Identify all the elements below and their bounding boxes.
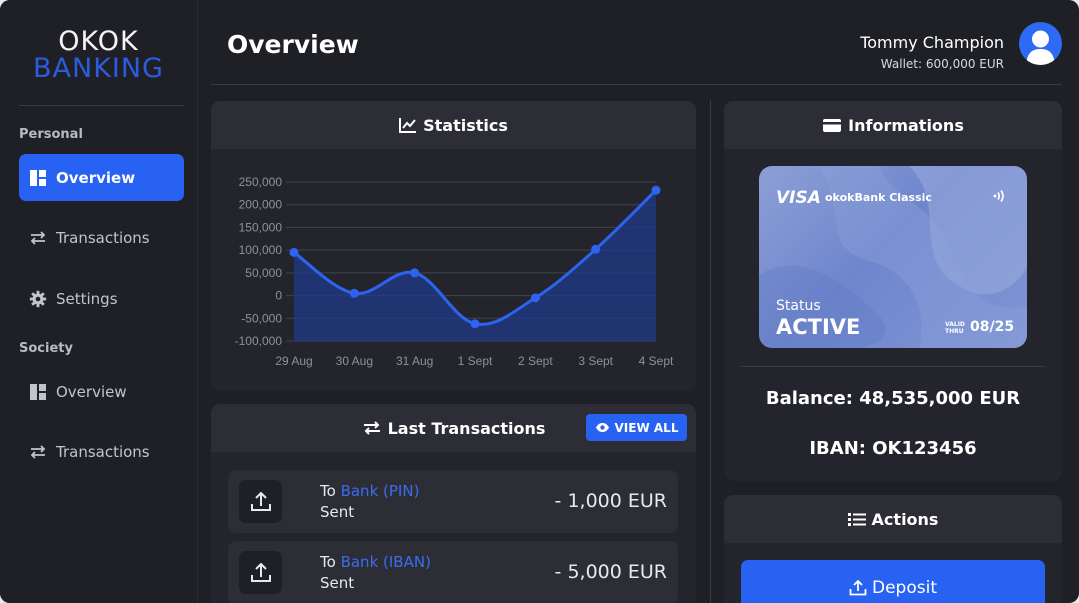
card-product: okokBank Classic	[825, 191, 932, 204]
informations-title: Informations	[848, 115, 964, 135]
actions-panel: Actions Deposit	[724, 495, 1062, 603]
avatar[interactable]	[1019, 22, 1062, 65]
sidebar-item-label: Transactions	[56, 228, 150, 247]
statistics-chart: 250,000 200,000 150,000 100,000 50,000 0 -50,0…	[235, 175, 674, 368]
header-divider	[211, 84, 1062, 85]
sidebar-item-label: Transactions	[56, 442, 150, 461]
sidebar-divider	[19, 105, 184, 106]
x-tick-label: 4 Sept	[639, 354, 674, 368]
transfer-icon	[29, 443, 47, 461]
transaction-row[interactable]: To Bank (IBAN) Sent - 5,000 EUR	[228, 541, 678, 603]
actions-header: Actions	[724, 495, 1062, 543]
dashboard-icon	[29, 383, 47, 401]
contactless-icon	[993, 190, 1004, 202]
chart-line-icon	[399, 118, 417, 133]
card-network: VISA	[776, 188, 821, 208]
transaction-amount: - 1,000 EUR	[554, 490, 667, 512]
eye-icon	[595, 423, 609, 432]
user-name: Tommy Champion	[860, 33, 1004, 52]
brand-logo-line2: BANKING	[33, 53, 164, 84]
informations-header: Informations	[724, 101, 1062, 149]
section-label-personal: Personal	[19, 127, 83, 142]
y-tick-label: 0	[275, 289, 282, 303]
transaction-status: Sent	[320, 574, 355, 592]
credit-card-icon	[823, 118, 842, 132]
card-expiry: 08/25	[970, 319, 1015, 335]
data-point	[289, 247, 299, 257]
statistics-title: Statistics	[423, 115, 508, 135]
transfer-icon	[363, 421, 380, 435]
informations-panel: Informations VISA okokBank Classic Statu…	[724, 101, 1062, 481]
upload-icon	[239, 480, 282, 523]
view-all-label: VIEW ALL	[614, 420, 679, 435]
last-transactions-panel: Last Transactions VIEW ALL To Bank (PIN)…	[211, 404, 696, 603]
bank-card[interactable]: VISA okokBank Classic Status ACTIVE VALI…	[759, 166, 1027, 348]
wallet-balance: Wallet: 600,000 EUR	[880, 57, 1004, 71]
data-point	[530, 293, 540, 303]
transaction-bank: Bank (PIN)	[340, 482, 420, 500]
statistics-header: Statistics	[211, 101, 696, 149]
deposit-button[interactable]: Deposit	[741, 560, 1045, 603]
y-tick-label: -100,000	[235, 334, 283, 348]
card-status-value: ACTIVE	[776, 315, 861, 339]
upload-icon	[849, 579, 867, 596]
actions-title: Actions	[871, 509, 939, 529]
x-tick-label: 30 Aug	[336, 354, 373, 368]
y-tick-label: 50,000	[245, 266, 282, 280]
x-tick-label: 1 Sept	[458, 354, 493, 368]
list-icon	[847, 512, 866, 526]
sidebar-item-transactions[interactable]: Transactions	[19, 214, 184, 261]
sidebar-item-settings[interactable]: Settings	[19, 275, 184, 322]
user-icon	[1026, 30, 1055, 65]
sidebar-item-society-overview[interactable]: Overview	[19, 368, 184, 415]
transaction-status: Sent	[320, 503, 355, 521]
account-balance: Balance: 48,535,000 EUR	[765, 388, 1021, 409]
account-iban: IBAN: OK123456	[809, 438, 977, 459]
transaction-bank: Bank (IBAN)	[340, 553, 431, 571]
informations-divider	[741, 366, 1045, 367]
view-all-button[interactable]: VIEW ALL	[586, 414, 687, 441]
x-tick-label: 31 Aug	[396, 354, 433, 368]
data-point	[651, 185, 661, 195]
column-divider	[710, 100, 711, 603]
transfer-icon	[29, 229, 47, 247]
transactions-title: Last Transactions	[387, 418, 546, 438]
brand-logo-line1: OKOK	[58, 26, 139, 57]
page-title: Overview	[227, 30, 359, 59]
sidebar-item-label: Overview	[56, 168, 136, 187]
transaction-recipient: To Bank (PIN)	[320, 482, 420, 500]
sidebar-item-label: Overview	[56, 382, 127, 401]
x-tick-label: 3 Sept	[578, 354, 613, 368]
upload-icon	[239, 551, 282, 594]
data-point	[591, 244, 601, 254]
sidebar-item-society-transactions[interactable]: Transactions	[19, 428, 184, 475]
section-label-society: Society	[19, 341, 73, 356]
card-background-pattern	[759, 166, 1027, 348]
statistics-panel: Statistics 250,000 200,000 150,000 100,000 5…	[211, 101, 696, 391]
x-tick-label: 2 Sept	[518, 354, 553, 368]
y-tick-label: 200,000	[239, 198, 283, 212]
x-tick-label: 29 Aug	[275, 354, 312, 368]
data-point	[410, 268, 420, 278]
area-fill	[294, 190, 656, 341]
sidebar: OKOK BANKING Personal Overview Transacti…	[0, 0, 198, 603]
y-tick-label: -50,000	[241, 311, 282, 325]
card-valid-thru: VALID THRU	[945, 321, 965, 335]
sidebar-item-label: Settings	[56, 289, 118, 308]
gear-icon	[29, 290, 47, 308]
sidebar-item-overview[interactable]: Overview	[19, 154, 184, 201]
dashboard-icon	[29, 169, 47, 187]
y-tick-label: 100,000	[239, 243, 283, 257]
transaction-amount: - 5,000 EUR	[554, 561, 667, 583]
transaction-row[interactable]: To Bank (PIN) Sent - 1,000 EUR	[228, 470, 678, 533]
y-tick-label: 150,000	[239, 220, 283, 234]
deposit-label: Deposit	[872, 578, 937, 598]
data-point	[349, 288, 359, 298]
data-point	[470, 319, 480, 329]
transaction-recipient: To Bank (IBAN)	[320, 553, 431, 571]
y-tick-label: 250,000	[239, 175, 283, 189]
card-status-label: Status	[776, 298, 821, 314]
